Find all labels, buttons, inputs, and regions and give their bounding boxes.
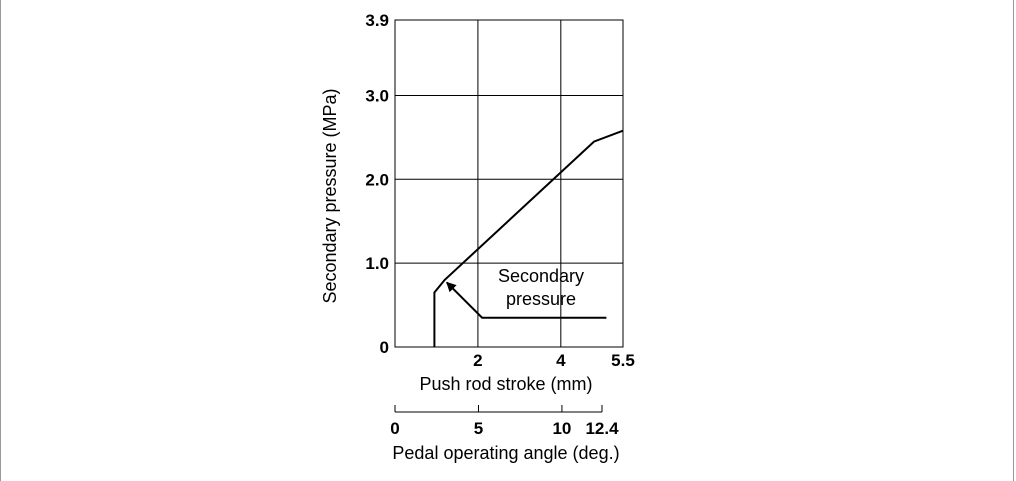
secondary-x-axis-label: Pedal operating angle (deg.) <box>392 443 619 463</box>
annotation-label-line2: pressure <box>506 289 576 309</box>
secondary-x-axis: 0 5 10 12.4 <box>390 405 619 438</box>
y-tick-labels: 0 1.0 2.0 3.0 3.9 <box>365 11 389 357</box>
x-tick-labels: 2 4 5.5 <box>473 351 635 370</box>
grid-lines <box>395 20 623 347</box>
secondary-x-tick-label: 12.4 <box>585 419 619 438</box>
y-tick-label: 3.0 <box>365 86 389 105</box>
x-axis-label: Push rod stroke (mm) <box>419 374 592 394</box>
annotation-arrow <box>446 281 607 319</box>
y-tick-label: 1.0 <box>365 254 389 273</box>
x-tick-label: 2 <box>473 351 482 370</box>
series-layer <box>433 129 624 347</box>
y-tick-label: 3.9 <box>365 11 389 30</box>
x-tick-label: 5.5 <box>611 351 635 370</box>
y-tick-label: 2.0 <box>365 170 389 189</box>
series-line <box>433 129 624 347</box>
x-tick-label: 4 <box>556 351 566 370</box>
plot-area <box>394 19 624 348</box>
annotation-label-line1: Secondary <box>498 266 584 286</box>
secondary-x-tick-label: 5 <box>474 419 483 438</box>
annotation-layer: Secondary pressure <box>446 266 607 319</box>
y-axis-label: Secondary pressure (MPa) <box>320 88 340 303</box>
secondary-x-tick-label: 0 <box>390 419 399 438</box>
secondary-x-tick-label: 10 <box>552 419 571 438</box>
y-tick-label: 0 <box>380 338 389 357</box>
